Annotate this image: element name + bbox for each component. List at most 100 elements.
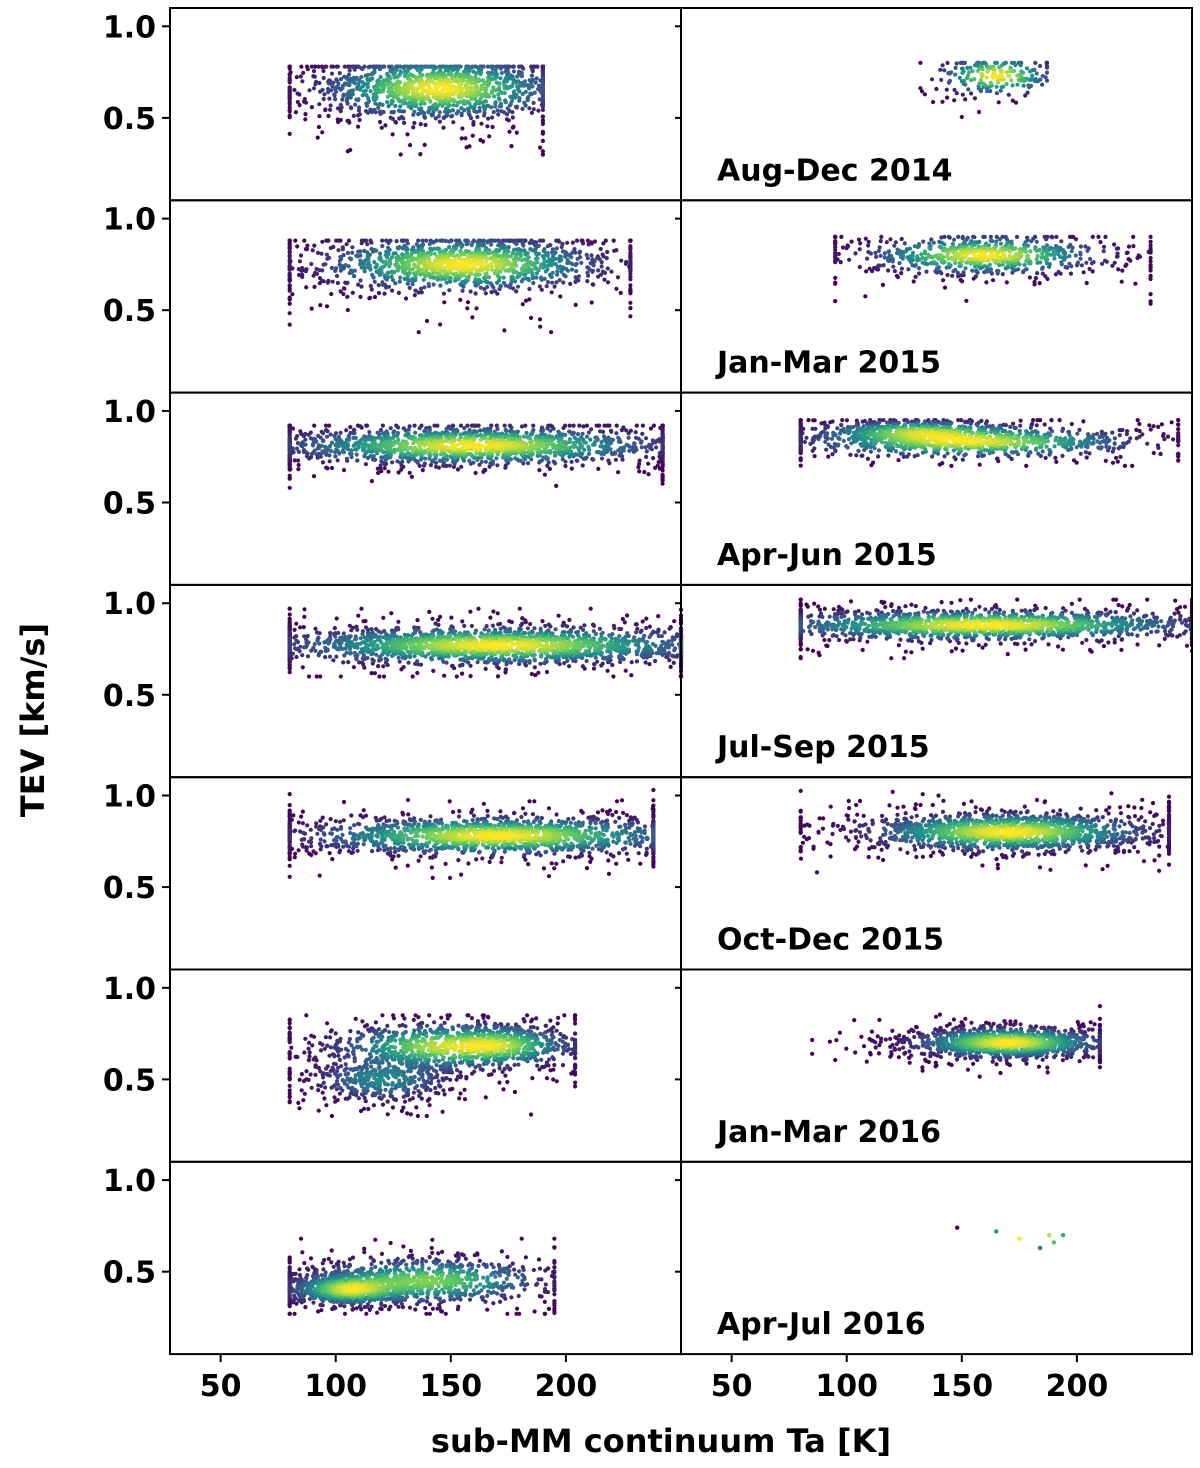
scatter-point bbox=[490, 66, 495, 71]
scatter-point bbox=[368, 283, 373, 289]
scatter-point bbox=[590, 456, 595, 462]
scatter-point bbox=[345, 294, 350, 299]
scatter-point bbox=[569, 466, 574, 471]
scatter-point bbox=[561, 425, 566, 431]
scatter-point bbox=[393, 119, 398, 124]
scatter-point bbox=[373, 444, 378, 449]
scatter-point bbox=[464, 242, 469, 247]
scatter-point bbox=[424, 238, 429, 243]
scatter-point bbox=[369, 479, 374, 484]
scatter-point bbox=[526, 461, 531, 466]
scatter-point bbox=[472, 109, 477, 114]
scatter-point bbox=[358, 294, 363, 299]
scatter-point bbox=[294, 446, 299, 451]
scatter-point bbox=[538, 275, 544, 280]
scatter-point bbox=[947, 262, 952, 267]
scatter-point bbox=[482, 99, 488, 104]
scatter-point bbox=[507, 239, 512, 244]
scatter-point bbox=[401, 65, 406, 70]
scatter-point bbox=[466, 451, 471, 457]
scatter-point bbox=[588, 261, 593, 266]
scatter-point bbox=[609, 451, 614, 456]
scatter-point bbox=[575, 256, 580, 262]
scatter-point bbox=[1135, 255, 1140, 261]
scatter-point bbox=[450, 68, 455, 73]
scatter-point bbox=[450, 108, 455, 113]
scatter-point bbox=[389, 84, 394, 89]
scatter-point bbox=[660, 443, 665, 448]
scatter-point bbox=[997, 237, 1003, 242]
scatter-point bbox=[916, 266, 922, 271]
scatter-point bbox=[1013, 254, 1018, 259]
scatter-point bbox=[296, 467, 301, 472]
scatter-point bbox=[1006, 73, 1011, 79]
scatter-point bbox=[350, 290, 355, 295]
scatter-point bbox=[1034, 239, 1039, 244]
scatter-point bbox=[1032, 279, 1037, 285]
scatter-point bbox=[987, 262, 993, 267]
scatter-point bbox=[512, 89, 517, 94]
scatter-point bbox=[1034, 71, 1039, 76]
scatter-point bbox=[513, 104, 519, 109]
scatter-point bbox=[1024, 66, 1030, 71]
scatter-point bbox=[594, 423, 599, 428]
scatter-point bbox=[428, 87, 433, 92]
scatter-point bbox=[403, 296, 409, 301]
scatter-point bbox=[348, 147, 353, 153]
scatter-point bbox=[380, 244, 385, 249]
scatter-point bbox=[964, 253, 969, 258]
scatter-point bbox=[1044, 65, 1050, 70]
scatter-point bbox=[471, 460, 476, 465]
scatter-point bbox=[501, 275, 506, 280]
scatter-point bbox=[996, 100, 1001, 105]
scatter-point bbox=[300, 79, 305, 84]
scatter-point bbox=[548, 428, 553, 433]
scatter-point bbox=[975, 68, 980, 74]
scatter-point bbox=[296, 462, 301, 468]
scatter-point bbox=[637, 469, 642, 474]
scatter-point bbox=[984, 280, 989, 285]
scatter-point bbox=[1007, 249, 1013, 254]
scatter-point bbox=[371, 249, 376, 254]
scatter-point bbox=[540, 149, 546, 154]
scatter-point bbox=[388, 115, 393, 120]
scatter-point bbox=[309, 64, 314, 69]
scatter-point bbox=[338, 102, 343, 107]
scatter-point bbox=[382, 291, 387, 296]
scatter-point bbox=[370, 272, 375, 277]
scatter-point bbox=[337, 258, 342, 263]
scatter-point bbox=[1035, 260, 1040, 265]
scatter-point bbox=[510, 64, 515, 69]
scatter-point bbox=[313, 64, 318, 69]
scatter-point bbox=[365, 72, 370, 78]
scatter-point bbox=[1026, 83, 1031, 88]
scatter-point bbox=[648, 426, 654, 431]
scatter-point bbox=[847, 257, 852, 262]
scatter-point bbox=[523, 89, 528, 94]
scatter-point bbox=[411, 441, 416, 446]
scatter-point bbox=[995, 74, 1000, 79]
scatter-point bbox=[628, 286, 633, 291]
scatter-point bbox=[583, 440, 588, 445]
scatter-point bbox=[1008, 69, 1013, 74]
scatter-point bbox=[292, 87, 297, 93]
scatter-point bbox=[894, 273, 900, 279]
scatter-point bbox=[599, 260, 604, 265]
scatter-point bbox=[320, 449, 325, 454]
scatter-point bbox=[394, 259, 399, 264]
scatter-point bbox=[897, 261, 902, 266]
scatter-point bbox=[347, 83, 352, 88]
scatter-point bbox=[463, 136, 468, 141]
scatter-point bbox=[287, 86, 292, 91]
scatter-point bbox=[524, 276, 529, 281]
scatter-point bbox=[1010, 98, 1015, 103]
scatter-point bbox=[317, 102, 322, 107]
scatter-point bbox=[394, 75, 399, 80]
scatter-point bbox=[359, 241, 364, 246]
scatter-point bbox=[637, 458, 642, 463]
scatter-point bbox=[587, 451, 592, 456]
scatter-point bbox=[1001, 84, 1006, 89]
scatter-point bbox=[515, 284, 521, 289]
scatter-point bbox=[407, 66, 412, 71]
scatter-point bbox=[352, 268, 357, 273]
